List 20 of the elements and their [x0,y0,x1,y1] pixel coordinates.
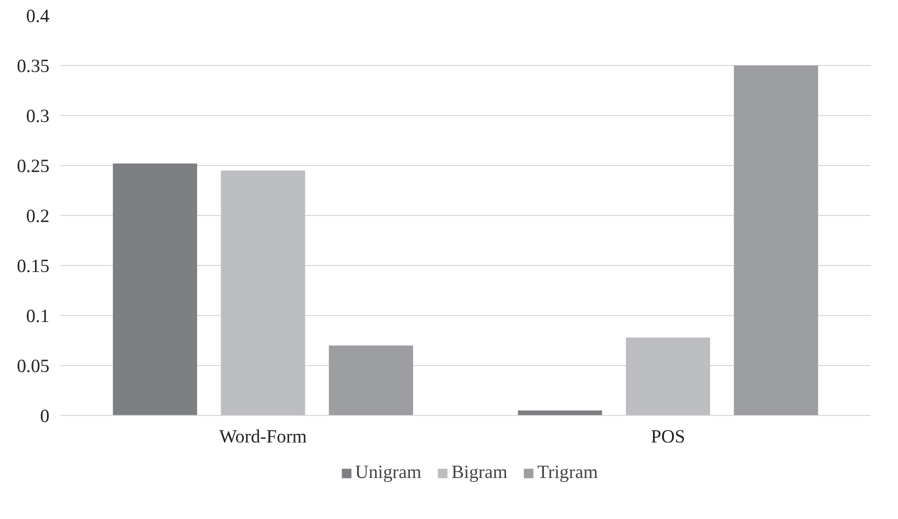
y-tick-label: 0.15 [16,256,50,277]
bar [328,346,414,416]
y-tick-label: 0.3 [26,106,50,127]
legend-label: Bigram [451,462,508,484]
x-tick-label: Word-Form [219,426,308,448]
bar [112,164,198,416]
y-tick-label: 0.1 [26,306,50,327]
y-tick-label: 0 [40,406,50,427]
y-tick-label: 0.2 [26,206,50,227]
y-tick-label: 0.25 [16,156,50,177]
y-tick-label: 0.05 [16,356,50,377]
y-tick-label: 0.4 [26,6,50,27]
legend-label: Unigram [355,462,422,484]
bar [734,66,818,416]
x-tick-label: POS [650,426,686,448]
bar [220,170,306,416]
bar [518,410,602,416]
bar [626,338,710,416]
legend-label: Trigram [537,462,598,484]
y-tick-label: 0.35 [16,56,50,77]
